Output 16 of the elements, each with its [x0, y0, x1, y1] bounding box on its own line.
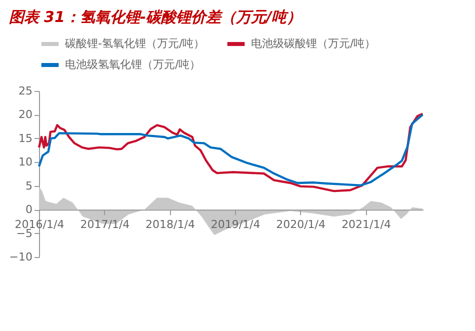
y-tick-label: 15 — [18, 132, 32, 145]
y-tick-label: 10 — [18, 156, 32, 169]
x-tick-label: 2018/1/4 — [146, 218, 195, 232]
x-tick-label: 2019/1/4 — [210, 218, 260, 232]
legend-label: 电池级碳酸锂（万元/吨） — [251, 37, 376, 50]
y-tick-label: 5 — [26, 179, 32, 192]
x-tick-label: 2020/1/4 — [276, 218, 326, 232]
y-tick-label: 25 — [18, 84, 32, 98]
legend-label: 碳酸锂-氢氧化锂（万元/吨） — [64, 37, 205, 50]
y-tick-label: 0 — [26, 203, 32, 216]
legend-label: 电池级氢氧化锂（万元/吨） — [65, 58, 201, 71]
y-tick-label: −10 — [9, 250, 32, 264]
x-tick-label: 2021/1/4 — [342, 218, 391, 232]
chart-title: 图表 31：氢氧化锂-碳酸锂价差（万元/吨） — [8, 8, 302, 26]
x-tick-label: 2017/1/4 — [80, 218, 130, 232]
y-tick-label: 20 — [18, 108, 32, 122]
